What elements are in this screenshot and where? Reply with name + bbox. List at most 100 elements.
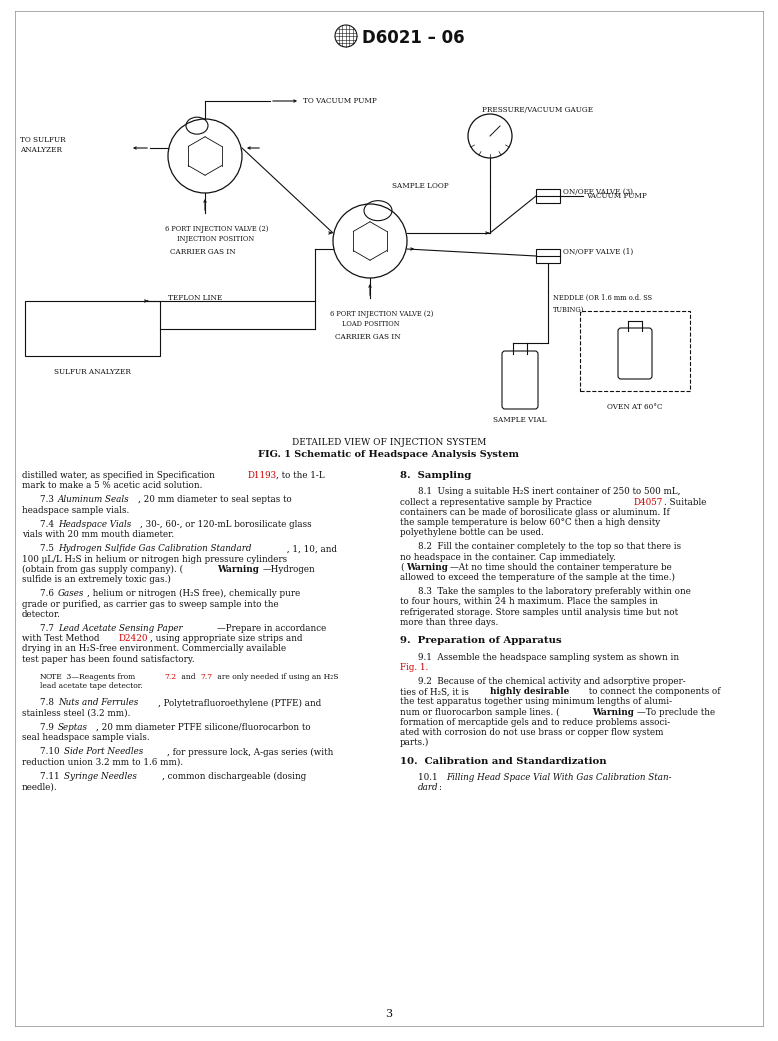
Text: 8.  Sampling: 8. Sampling: [400, 471, 471, 480]
Text: are only needed if using an H₂S: are only needed if using an H₂S: [215, 672, 338, 681]
Text: 8.2  Fill the container completely to the top so that there is: 8.2 Fill the container completely to the…: [418, 542, 681, 552]
Text: num or fluorocarbon sample lines. (: num or fluorocarbon sample lines. (: [400, 708, 559, 717]
Text: Side Port Needles: Side Port Needles: [64, 747, 143, 757]
Text: TEFLON LINE: TEFLON LINE: [168, 294, 223, 302]
Text: collect a representative sample by Practice: collect a representative sample by Pract…: [400, 498, 594, 507]
Text: lead acetate tape detector.: lead acetate tape detector.: [40, 682, 142, 690]
Text: 10.  Calibration and Standardization: 10. Calibration and Standardization: [400, 757, 607, 765]
Text: PRESSURE/VACUUM GAUGE: PRESSURE/VACUUM GAUGE: [482, 106, 593, 115]
Text: to four hours, within 24 h maximum. Place the samples in: to four hours, within 24 h maximum. Plac…: [400, 598, 658, 607]
Text: detector.: detector.: [22, 610, 61, 618]
Text: stainless steel (3.2 mm).: stainless steel (3.2 mm).: [22, 709, 131, 717]
Text: no headspace in the container. Cap immediately.: no headspace in the container. Cap immed…: [400, 553, 616, 561]
Text: 7.7: 7.7: [40, 624, 59, 633]
Text: ated with corrosion do not use brass or copper flow system: ated with corrosion do not use brass or …: [400, 728, 664, 737]
Text: D6021 – 06: D6021 – 06: [362, 29, 464, 47]
Text: , 20 mm diameter to seal septas to: , 20 mm diameter to seal septas to: [138, 496, 292, 505]
Bar: [580, 311, 690, 391]
Text: VACUUM PUMP: VACUUM PUMP: [586, 192, 647, 200]
Text: Aluminum Seals: Aluminum Seals: [58, 496, 130, 505]
Text: dard: dard: [418, 783, 439, 792]
Text: TO SULFUR: TO SULFUR: [20, 136, 65, 144]
Text: with Test Method: with Test Method: [22, 634, 102, 643]
Text: D1193: D1193: [248, 471, 277, 480]
Text: 6 PORT INJECTION VALVE (2): 6 PORT INJECTION VALVE (2): [165, 225, 268, 233]
Text: 6 PORT INJECTION VALVE (2): 6 PORT INJECTION VALVE (2): [330, 310, 433, 318]
Text: 7.11: 7.11: [40, 771, 65, 781]
Text: to connect the components of: to connect the components of: [586, 687, 720, 696]
Bar: [25, 301, 160, 356]
Text: TO VACUUM PUMP: TO VACUUM PUMP: [303, 97, 377, 105]
Text: 7.4: 7.4: [40, 519, 60, 529]
Text: and: and: [179, 672, 198, 681]
Text: Warning: Warning: [592, 708, 634, 716]
Text: 3—Reagents from: 3—Reagents from: [64, 672, 138, 681]
Text: (: (: [400, 563, 404, 572]
Text: —Hydrogen: —Hydrogen: [263, 565, 316, 574]
Text: Septas: Septas: [58, 722, 88, 732]
Text: 7.5: 7.5: [40, 544, 59, 554]
Text: 7.7: 7.7: [200, 672, 212, 681]
Text: N: N: [40, 672, 47, 681]
Text: formation of mercaptide gels and to reduce problems associ-: formation of mercaptide gels and to redu…: [400, 718, 671, 727]
Text: Nuts and Ferrules: Nuts and Ferrules: [58, 699, 138, 708]
Text: refrigerated storage. Store samples until analysis time but not: refrigerated storage. Store samples unti…: [400, 608, 678, 616]
Text: , Polytetrafluoroethylene (PTFE) and: , Polytetrafluoroethylene (PTFE) and: [158, 699, 321, 708]
Text: ties of H₂S, it is: ties of H₂S, it is: [400, 687, 471, 696]
Text: DETAILED VIEW OF INJECTION SYSTEM: DETAILED VIEW OF INJECTION SYSTEM: [292, 438, 486, 447]
Text: NEDDLE (OR 1.6 mm o.d. SS: NEDDLE (OR 1.6 mm o.d. SS: [553, 294, 652, 302]
Bar: [536, 249, 560, 263]
Text: ON/OFF VALVE (1): ON/OFF VALVE (1): [563, 248, 633, 256]
Text: the test apparatus together using minimum lengths of alumi-: the test apparatus together using minimu…: [400, 697, 672, 707]
Text: needle).: needle).: [22, 782, 58, 791]
Text: OVEN AT 60°C: OVEN AT 60°C: [608, 403, 663, 411]
Text: Fig. 1.: Fig. 1.: [400, 663, 428, 671]
Text: , 30-, 60-, or 120-mL borosilicate glass: , 30-, 60-, or 120-mL borosilicate glass: [140, 519, 312, 529]
Text: polyethylene bottle can be used.: polyethylene bottle can be used.: [400, 528, 544, 537]
Text: 7.3: 7.3: [40, 496, 59, 505]
Text: 7.6: 7.6: [40, 589, 59, 599]
Text: . Suitable: . Suitable: [664, 498, 706, 507]
Text: ANALYZER: ANALYZER: [20, 146, 62, 154]
Text: more than three days.: more than three days.: [400, 618, 498, 627]
Text: Syringe Needles: Syringe Needles: [64, 771, 137, 781]
Text: reduction union 3.2 mm to 1.6 mm).: reduction union 3.2 mm to 1.6 mm).: [22, 758, 183, 766]
Text: Warning: Warning: [217, 565, 259, 574]
Text: grade or purified, as carrier gas to sweep sample into the: grade or purified, as carrier gas to swe…: [22, 600, 279, 609]
Text: INJECTION POSITION: INJECTION POSITION: [177, 235, 254, 243]
Text: CARRIER GAS IN: CARRIER GAS IN: [170, 248, 236, 256]
Text: LOAD POSITION: LOAD POSITION: [342, 320, 400, 328]
Text: —At no time should the container temperature be: —At no time should the container tempera…: [450, 563, 671, 572]
Text: SAMPLE VIAL: SAMPLE VIAL: [493, 416, 547, 424]
Text: 7.9: 7.9: [40, 722, 59, 732]
Text: seal headspace sample vials.: seal headspace sample vials.: [22, 733, 149, 742]
Text: FIG. 1 Schematic of Headspace Analysis System: FIG. 1 Schematic of Headspace Analysis S…: [258, 450, 520, 459]
Text: , to the 1-L: , to the 1-L: [276, 471, 324, 480]
Text: 3: 3: [385, 1009, 393, 1019]
Text: , for pressure lock, A-gas series (with: , for pressure lock, A-gas series (with: [167, 747, 334, 757]
Text: 7.2: 7.2: [164, 672, 176, 681]
Text: mark to make a 5 % acetic acid solution.: mark to make a 5 % acetic acid solution.: [22, 481, 202, 490]
Text: 9.2  Because of the chemical activity and adsorptive proper-: 9.2 Because of the chemical activity and…: [418, 677, 685, 686]
Bar: [536, 189, 560, 203]
Text: , 1, 10, and: , 1, 10, and: [284, 544, 337, 554]
Text: sulfide is an extremely toxic gas.): sulfide is an extremely toxic gas.): [22, 575, 171, 584]
Text: 7.8: 7.8: [40, 699, 59, 708]
Text: D4057: D4057: [634, 498, 664, 507]
Text: test paper has been found satisfactory.: test paper has been found satisfactory.: [22, 655, 194, 663]
Text: containers can be made of borosilicate glass or aluminum. If: containers can be made of borosilicate g…: [400, 508, 670, 516]
Text: Headspace Vials: Headspace Vials: [58, 519, 131, 529]
Text: (obtain from gas supply company). (: (obtain from gas supply company). (: [22, 565, 183, 574]
Text: highly desirable: highly desirable: [490, 687, 569, 696]
Text: , using appropriate size strips and: , using appropriate size strips and: [150, 634, 303, 643]
Text: distilled water, as specified in Specification: distilled water, as specified in Specifi…: [22, 471, 218, 480]
Text: Gases: Gases: [58, 589, 84, 599]
Text: SAMPLE LOOP: SAMPLE LOOP: [392, 182, 449, 191]
Text: parts.): parts.): [400, 738, 429, 747]
Text: Hydrogen Sulfide Gas Calibration Standard: Hydrogen Sulfide Gas Calibration Standar…: [58, 544, 251, 554]
Text: CARRIER GAS IN: CARRIER GAS IN: [335, 333, 401, 341]
Text: 7.10: 7.10: [40, 747, 65, 757]
Text: OTE: OTE: [46, 672, 63, 681]
Text: 9.1  Assemble the headspace sampling system as shown in: 9.1 Assemble the headspace sampling syst…: [418, 653, 679, 662]
Text: , common dischargeable (dosing: , common dischargeable (dosing: [162, 771, 307, 781]
